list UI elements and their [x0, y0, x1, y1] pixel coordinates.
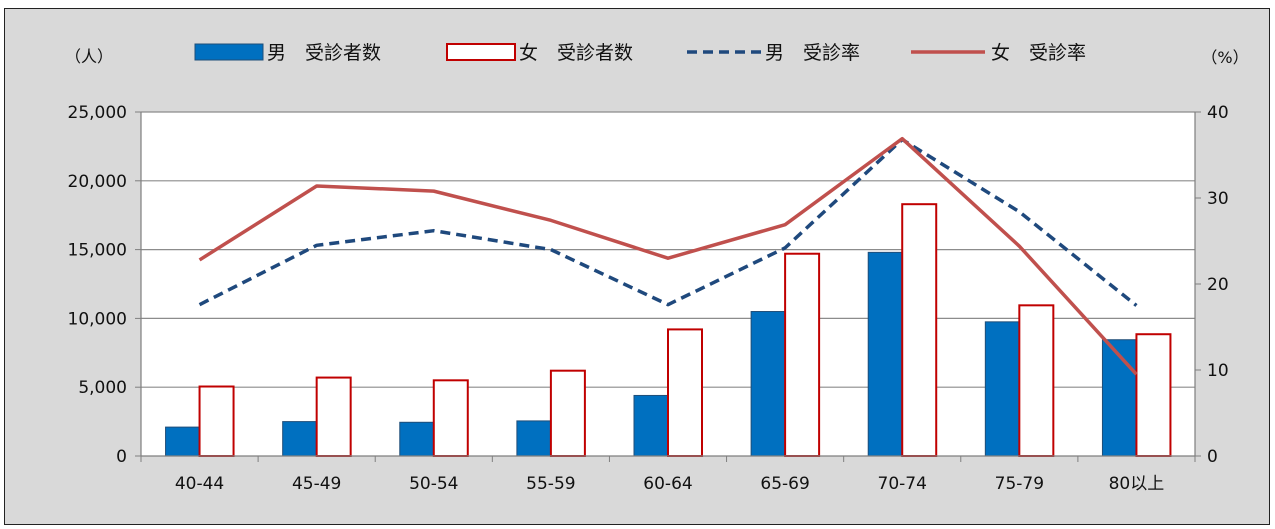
- line-male-rate: [198, 137, 1138, 307]
- x-tick-label: 45-49: [292, 474, 341, 494]
- left-tick-label: 25,000: [68, 103, 127, 123]
- bar-male-count: [633, 394, 669, 457]
- bar-female-count: [549, 369, 586, 457]
- legend-label: 女 受診者数: [519, 42, 633, 64]
- bar-female-count: [667, 328, 703, 457]
- right-tick-label: 40: [1207, 103, 1229, 123]
- x-tick-label: 80以上: [1109, 474, 1165, 494]
- left-axis-unit: （人）: [65, 47, 113, 66]
- bar-female-count: [784, 252, 821, 457]
- x-tick-label: 40-44: [175, 474, 224, 494]
- bar-female-count: [901, 203, 938, 457]
- bar-male-count: [399, 421, 435, 457]
- x-tick-label: 65-69: [760, 474, 809, 494]
- bar-female-count: [1018, 304, 1055, 457]
- left-tick-label: 10,000: [68, 309, 127, 329]
- right-tick-label: 10: [1207, 361, 1229, 381]
- right-tick-label: 30: [1207, 189, 1229, 209]
- bar-male-count: [516, 420, 552, 457]
- x-tick-label: 70-74: [878, 474, 927, 494]
- bar-male-count: [750, 311, 786, 457]
- legend: 男 受診者数 女 受診者数 男 受診率 女 受診率: [194, 42, 1086, 64]
- chart-frame: 0 5,000 10,000 15,000 20,000 25,000 0 10 20 30 40 4…: [4, 8, 1270, 525]
- line-female-rate: [198, 136, 1138, 376]
- x-tick-label: 55-59: [526, 474, 575, 494]
- left-tick-label: 0: [116, 447, 127, 467]
- tick-labels: 0 5,000 10,000 15,000 20,000 25,000 0 10 20 30 40 4…: [68, 103, 1229, 494]
- bar-male-count: [867, 251, 903, 457]
- axes: [135, 111, 1201, 462]
- rate-lines: [198, 136, 1138, 376]
- left-tick-label: 20,000: [68, 172, 127, 192]
- left-tick-label: 15,000: [68, 241, 127, 261]
- legend-label: 女 受診率: [991, 42, 1086, 64]
- legend-swatch-female-count: [446, 43, 516, 61]
- bar-male-count: [282, 421, 318, 457]
- bars: [165, 203, 1172, 458]
- x-tick-label: 60-64: [643, 474, 692, 494]
- bar-male-count: [984, 321, 1020, 457]
- left-tick-label: 5,000: [78, 378, 127, 398]
- bar-female-count: [1135, 333, 1172, 457]
- right-axis-unit: （%）: [1201, 48, 1248, 67]
- bar-female-count: [432, 379, 469, 458]
- x-tick-label: 50-54: [409, 474, 458, 494]
- bar-male-count: [165, 426, 201, 457]
- right-tick-label: 20: [1207, 275, 1229, 295]
- bar-female-count: [198, 385, 235, 457]
- bar-female-count: [315, 376, 352, 457]
- legend-label: 男 受診率: [765, 42, 860, 64]
- legend-label: 男 受診者数: [267, 42, 381, 64]
- chart-svg: 0 5,000 10,000 15,000 20,000 25,000 0 10 20 30 40 4…: [65, 42, 1249, 494]
- x-tick-label: 75-79: [995, 474, 1044, 494]
- legend-swatch-male-count: [194, 43, 264, 61]
- right-tick-label: 0: [1207, 447, 1218, 467]
